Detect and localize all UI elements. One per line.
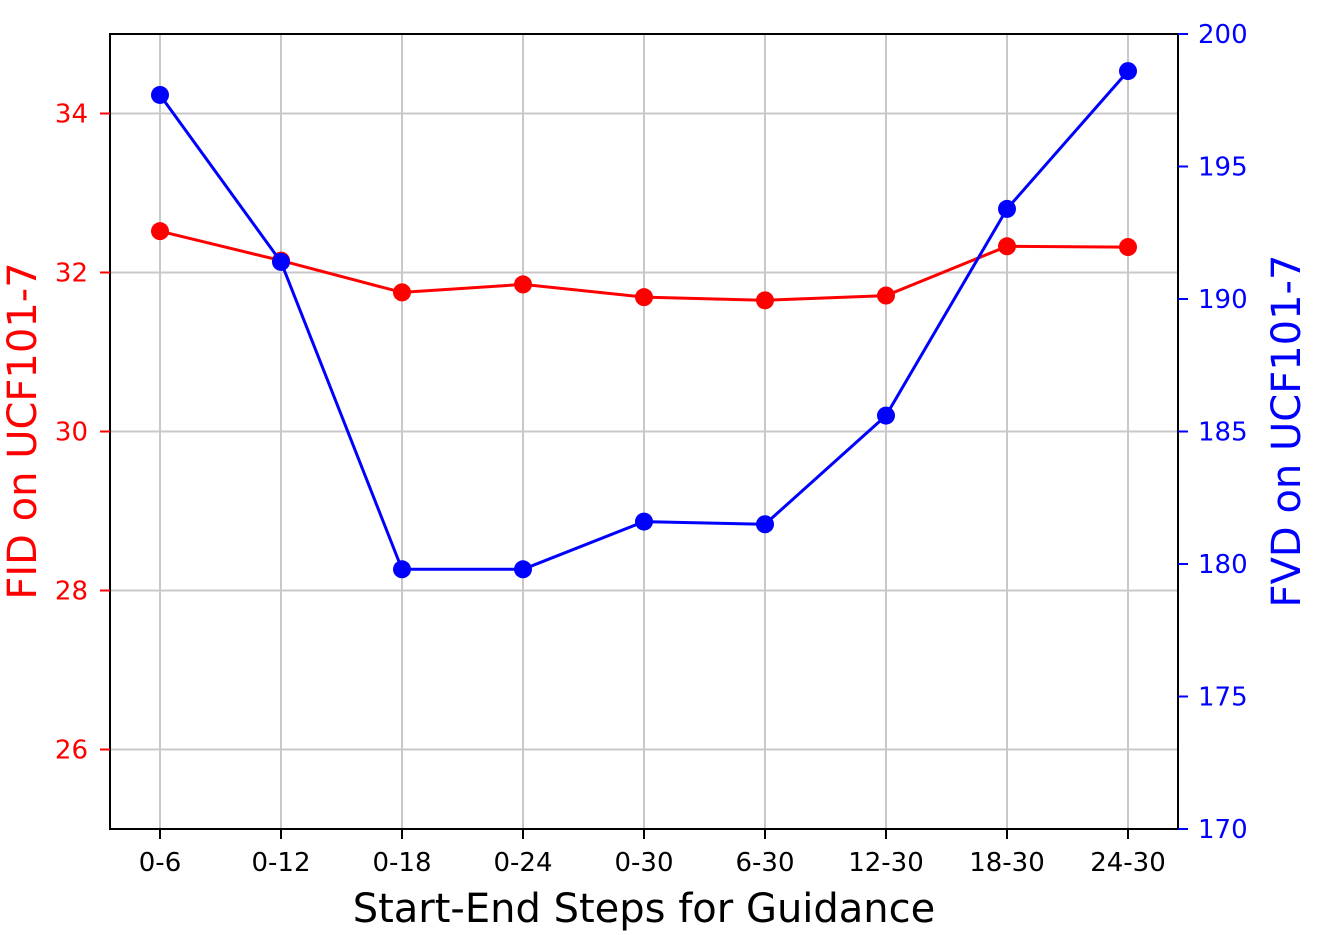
x-tick-label: 0-6 — [139, 848, 181, 878]
y-right-tick-label: 180 — [1198, 550, 1248, 580]
series-point-right — [635, 512, 653, 531]
y-right-tick-label: 185 — [1198, 418, 1248, 448]
y-right-tick-label: 170 — [1198, 815, 1248, 845]
y-right-tick-label: 175 — [1198, 683, 1248, 713]
series-point-left — [998, 237, 1016, 256]
series-point-left — [393, 283, 411, 302]
series-point-left — [635, 288, 653, 307]
x-axis-title: Start-End Steps for Guidance — [353, 886, 936, 932]
y-right-axis-title: FVD on UCF101-7 — [1264, 255, 1310, 608]
series-point-right — [393, 560, 411, 579]
series-point-right — [1119, 62, 1137, 81]
series-point-left — [514, 275, 532, 294]
series-point-right — [272, 252, 290, 271]
grid — [110, 34, 1178, 829]
series-point-right — [998, 199, 1016, 218]
series-point-left — [1119, 238, 1137, 257]
x-tick-label: 24-30 — [1090, 848, 1166, 878]
y-right-tick-label: 195 — [1198, 153, 1248, 183]
y-left-tick-label: 32 — [55, 259, 88, 289]
y-left-tick-label: 34 — [55, 100, 88, 130]
series-point-right — [877, 406, 895, 425]
y-right-tick-label: 200 — [1198, 20, 1248, 50]
series-layer — [151, 62, 1137, 579]
series-point-left — [756, 291, 774, 310]
y-left-axis-title: FID on UCF101-7 — [0, 262, 46, 599]
y-right-axis-ticks: 170 175 180 185 190 195 200 — [1178, 20, 1248, 845]
x-tick-label: 0-18 — [372, 848, 431, 878]
y-left-tick-label: 26 — [55, 736, 88, 766]
y-left-tick-label: 28 — [55, 577, 88, 607]
series-point-right — [756, 515, 774, 534]
x-tick-label: 12-30 — [848, 848, 924, 878]
x-tick-label: 6-30 — [735, 848, 794, 878]
series-point-right — [514, 560, 532, 579]
series-point-right — [151, 85, 169, 104]
x-tick-label: 18-30 — [969, 848, 1045, 878]
y-left-tick-label: 30 — [55, 418, 88, 448]
series-point-left — [151, 222, 169, 241]
series-point-left — [877, 286, 895, 305]
y-right-tick-label: 190 — [1198, 285, 1248, 315]
x-tick-label: 0-24 — [493, 848, 552, 878]
x-axis-ticks: 0-6 0-12 0-18 0-24 0-30 6-30 12-30 18-30 24-30 — [139, 829, 1166, 878]
x-tick-label: 0-12 — [251, 848, 310, 878]
x-tick-label: 0-30 — [614, 848, 673, 878]
y-left-axis-ticks: 26 28 30 32 34 — [55, 100, 110, 766]
